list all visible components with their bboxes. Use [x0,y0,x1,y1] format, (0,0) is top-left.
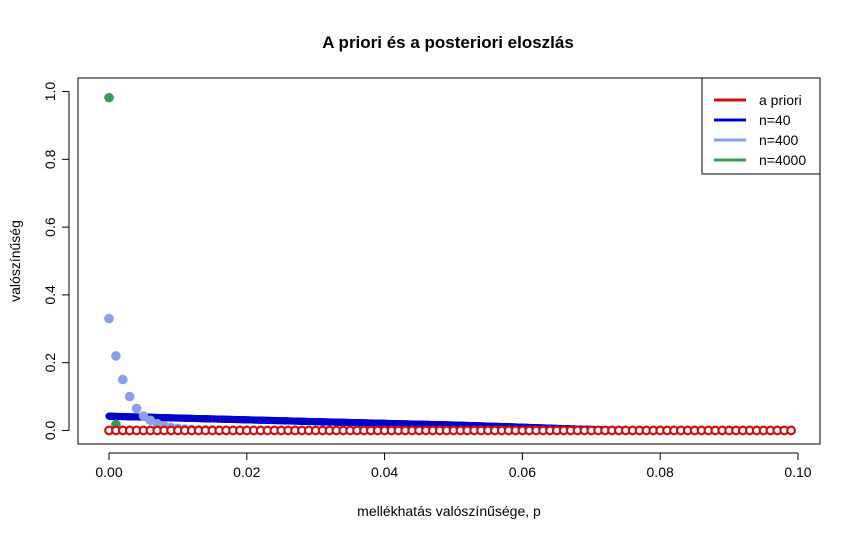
point-a-priori [786,425,796,436]
y-tick-label: 0.8 [42,149,58,169]
chart-title: A priori és a posteriori eloszlás [322,33,574,52]
legend-label: n=40 [759,112,791,128]
point-n4000 [104,92,114,103]
x-tick-label: 0.00 [95,464,122,480]
x-axis: 0.00 0.02 0.04 0.06 0.08 0.10 [95,452,812,480]
point-n400 [117,374,128,385]
x-tick-label: 0.10 [784,464,811,480]
legend-label: n=4000 [759,152,806,168]
series-layer [104,92,796,436]
point-n400 [111,351,121,361]
x-tick-label: 0.08 [647,464,674,480]
x-axis-label: mellékhatás valószínűsége, p [357,503,541,519]
legend: a priori n=40 n=400 n=4000 [701,77,821,175]
y-tick-label: 0.4 [42,285,58,305]
series-a-priori [104,425,796,436]
point-n400 [138,411,149,421]
legend-box [701,77,821,175]
y-tick-label: 0.0 [42,421,58,441]
plot-frame [77,77,821,445]
y-tick-label: 0.6 [42,217,58,237]
x-tick-label: 0.04 [371,464,398,480]
y-axis: 0.0 0.2 0.4 0.6 0.8 1.0 [42,82,70,441]
y-tick-label: 1.0 [42,82,58,102]
legend-label: a priori [759,92,802,108]
series-n4000 [104,92,135,436]
point-n400 [131,403,142,414]
x-tick-label: 0.06 [509,464,536,480]
legend-label: n=400 [759,132,799,148]
point-n400 [124,391,135,402]
x-tick-label: 0.02 [233,464,260,480]
y-tick-label: 0.2 [42,353,58,373]
point-n400 [104,313,114,324]
y-axis-label: valószínűség [7,220,23,302]
